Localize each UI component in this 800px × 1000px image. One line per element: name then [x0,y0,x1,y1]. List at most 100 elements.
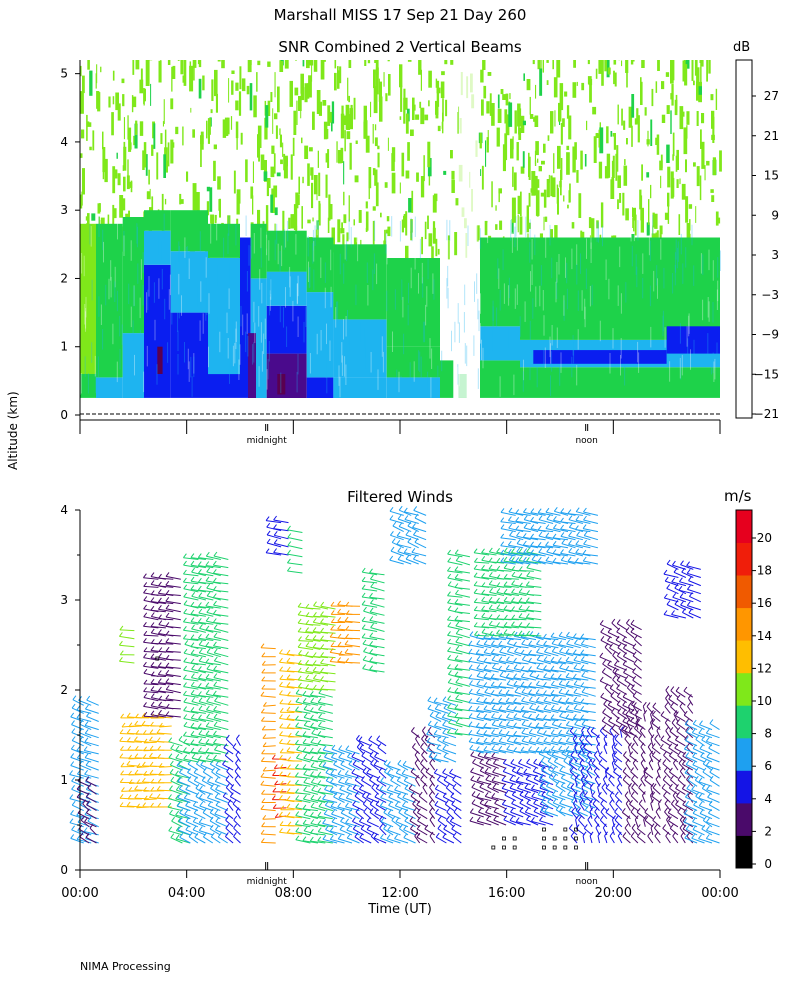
wind-barb-shaft [143,625,159,629]
wind-barb [273,524,289,532]
wind-barb [442,792,455,803]
wind-barb-shaft [394,838,409,844]
wind-barb [360,824,372,836]
wind-barb-shaft [331,813,345,820]
wind-barb-flag [339,825,344,831]
snr-noise-cell [158,60,162,83]
snr-streak [716,289,718,310]
snr-streak [638,352,640,373]
wind-barb [417,816,428,828]
snr-noise-cell [598,161,603,179]
wind-barb-flag [274,813,279,818]
snr-noise-cell [518,127,522,140]
snr-streak [252,344,254,365]
snr-streak [329,340,331,361]
wind-barb-flag [366,768,371,774]
snr-streak [338,365,340,386]
wind-barb-shaft [362,628,378,632]
wind-barb [379,833,394,844]
wind-barb-flag [469,631,474,636]
snr-colorbar-label: 15 [764,169,779,183]
snr-streak [235,321,237,342]
wind-barb-shaft [374,756,387,763]
wind-barb [340,760,353,771]
wind-barb [483,682,499,689]
snr-streak [529,242,531,263]
snr-colorbar-label: −15 [754,367,779,381]
wind-barb [434,800,447,812]
wind-barb-shaft [183,557,199,560]
snr-noise-cell [560,122,563,145]
snr-noise-cell [560,158,563,180]
wind-barb [490,673,507,681]
wind-barb-flag [295,835,300,841]
wind-barb-flag [453,807,458,813]
snr-noise-cell [676,149,679,170]
snr-noise-cell [380,212,382,218]
wind-barb [87,816,99,828]
snr-colorbar-label: 21 [764,129,779,143]
wind-barb-flag [279,780,284,786]
wind-barb [454,655,470,663]
snr-noise-cell [685,159,687,173]
wind-barb [261,676,276,682]
wind-barb-shaft [366,772,379,779]
snr-cell [248,333,256,398]
snr-streak [312,243,314,264]
wind-barb [491,720,507,730]
wind-barb [287,549,303,558]
wind-barb-flag [485,759,490,764]
wind-barb-shaft [483,709,499,713]
wind-barb [513,722,529,730]
wind-barb-flag [340,760,345,765]
snr-streak [261,282,263,304]
wind-barb-flag [386,834,391,840]
snr-streak [87,373,89,394]
wind-barb-shaft [410,828,420,836]
wind-barb [128,754,142,760]
snr-noise-cell [520,115,525,133]
wind-barb [424,824,435,836]
wind-barb-flag [192,801,197,806]
wind-barb-shaft [454,667,470,671]
wind-barb [142,621,159,629]
snr-streak [519,316,521,337]
wind-barb [225,775,234,787]
snr-noise-cell [424,221,427,240]
snr-noise-cell [651,88,654,107]
wind-barb [329,648,346,656]
wind-barb-flag [142,637,147,643]
wind-barb-flag [305,642,310,647]
wind-barb-shaft [213,589,229,593]
snr-noise-cell [410,129,414,136]
wind-barb-shaft [263,704,276,707]
snr-noise-cell [274,113,278,120]
wind-barb-shaft [310,718,326,722]
snr-streak [199,320,201,341]
wind-barb-shaft [183,742,199,747]
wind-barb-flag [303,721,308,726]
wind-barb [142,802,157,808]
wind-barb-shaft [468,652,484,657]
snr-streak [184,237,186,258]
wind-barb-flag [182,553,187,559]
wind-barb [260,716,276,722]
wind-barb [498,737,514,746]
snr-noise-cell [508,102,513,127]
snr-streak [110,260,112,281]
wind-barb-shaft [404,820,416,828]
wind-barb-flag [452,832,457,837]
wind-barb-shaft [345,629,361,632]
snr-noise-cell [696,166,700,187]
wind-barb-flag [229,792,234,798]
wind-barb-flag [297,675,302,681]
snr-streak [372,269,374,291]
wind-barb [71,728,84,739]
wind-barb-flag [215,800,220,806]
wind-barb [410,726,421,739]
wind-barb-flag [225,734,230,740]
snr-noise-cell [372,220,375,245]
chart-main-title: Marshall MISS 17 Sep 21 Day 260 [273,6,527,24]
snr-streak [425,304,427,326]
wind-barb [435,712,449,722]
